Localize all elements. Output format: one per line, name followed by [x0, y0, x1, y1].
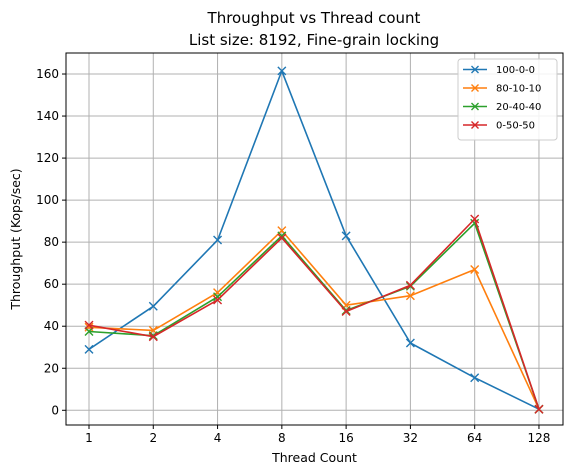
y-tick-label: 40 — [44, 319, 59, 333]
legend-label: 0-50-50 — [496, 121, 535, 132]
x-tick-label: 1 — [85, 431, 93, 445]
y-tick-label: 20 — [44, 361, 59, 375]
y-tick-label: 0 — [51, 403, 59, 417]
plot-frame — [65, 52, 564, 426]
legend-label: 20-40-40 — [496, 102, 541, 113]
y-tick-label: 160 — [36, 67, 59, 81]
x-tick-label: 16 — [338, 431, 353, 445]
legend-label: 80-10-10 — [496, 84, 541, 95]
legend-label: 100-0-0 — [496, 65, 535, 76]
x-tick-label: 8 — [278, 431, 286, 445]
data-point — [84, 320, 94, 330]
y-axis-label: Throughput (Kops/sec) — [8, 168, 23, 310]
x-tick-label: 2 — [149, 431, 157, 445]
data-point — [148, 331, 158, 341]
x-axis-label: Thread Count — [271, 450, 357, 465]
data-point — [277, 66, 287, 76]
series-line — [88, 222, 540, 410]
data-point — [341, 231, 351, 241]
data-point — [213, 295, 223, 305]
series-100-0-0 — [84, 66, 544, 414]
series-line — [88, 70, 540, 410]
series-line — [88, 218, 540, 410]
data-point — [470, 373, 480, 383]
series-layer — [84, 66, 544, 414]
data-point — [405, 291, 415, 301]
x-tick-label: 64 — [467, 431, 482, 445]
data-point — [341, 307, 351, 317]
y-tick-label: 80 — [44, 235, 59, 249]
chart-subtitle: List size: 8192, Fine-grain locking — [189, 31, 439, 49]
data-point — [213, 235, 223, 245]
data-point — [534, 404, 544, 414]
x-tick-label: 32 — [403, 431, 418, 445]
series-0-50-50 — [84, 214, 544, 414]
y-tick-label: 100 — [36, 193, 59, 207]
data-point — [405, 281, 415, 291]
legend-box — [457, 58, 558, 141]
data-point — [277, 233, 287, 243]
data-point — [277, 231, 287, 241]
series-line — [88, 229, 540, 410]
legend-marker — [471, 102, 479, 111]
y-tick-label: 140 — [36, 109, 59, 123]
legend: 100-0-0 80-10-10 20-40-40 0-50-50 — [457, 58, 558, 141]
x-tick-label: 128 — [528, 431, 551, 445]
ticks: 1 2 4 8 16 32 64 128 0 20 40 60 80 100 120 140 160 — [36, 67, 550, 445]
data-point — [148, 301, 158, 311]
data-point — [470, 214, 480, 224]
chart-title: Throughput vs Thread count — [207, 9, 421, 27]
legend-marker — [471, 84, 479, 92]
x-tick-label: 4 — [214, 431, 222, 445]
data-point — [405, 280, 415, 290]
y-tick-label: 60 — [44, 277, 59, 291]
data-point — [470, 264, 480, 274]
data-point — [405, 338, 415, 348]
data-point — [84, 344, 94, 354]
y-tick-label: 120 — [36, 151, 59, 165]
data-point — [148, 332, 158, 342]
legend-marker — [471, 121, 479, 129]
legend-marker — [471, 65, 479, 74]
data-point — [213, 292, 223, 302]
data-point — [84, 322, 94, 332]
